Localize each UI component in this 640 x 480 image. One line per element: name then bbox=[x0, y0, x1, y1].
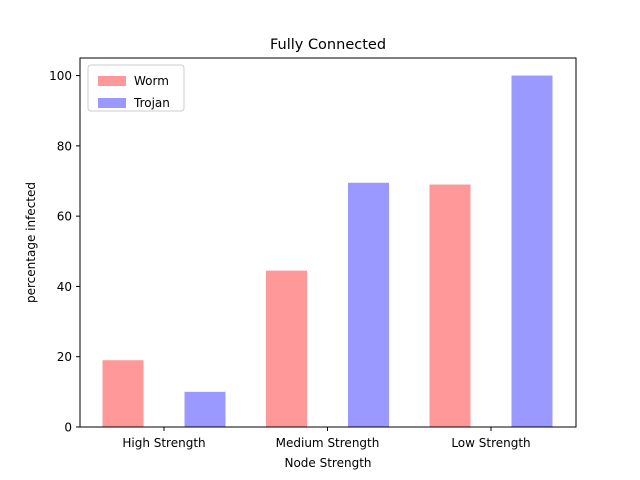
bar-worm-2 bbox=[266, 270, 307, 427]
y-tick-label: 80 bbox=[57, 139, 72, 153]
x-axis: High Strength Medium Strength Low Strength bbox=[122, 427, 531, 450]
bar-worm-3 bbox=[429, 184, 471, 427]
y-axis: 0 20 40 60 80 100 bbox=[49, 69, 80, 435]
y-tick-label: 60 bbox=[57, 210, 72, 224]
y-tick-label: 40 bbox=[57, 280, 72, 294]
y-axis-label: percentage infected bbox=[24, 182, 38, 303]
y-tick-label: 0 bbox=[64, 421, 72, 435]
legend: Worm Trojan bbox=[87, 64, 185, 112]
bar-worm-1 bbox=[102, 360, 144, 427]
legend-swatch-worm bbox=[98, 76, 126, 86]
legend-label-worm: Worm bbox=[134, 74, 169, 88]
bar-trojan-3 bbox=[511, 75, 553, 428]
chart-title: Fully Connected bbox=[270, 37, 386, 53]
bar-trojan-2 bbox=[348, 182, 389, 427]
x-tick-label: High Strength bbox=[122, 436, 205, 450]
y-tick-label: 20 bbox=[57, 350, 72, 364]
bars-group bbox=[102, 75, 553, 428]
y-tick-label: 100 bbox=[49, 69, 72, 83]
x-tick-label: Medium Strength bbox=[276, 436, 380, 450]
x-axis-label: Node Strength bbox=[284, 456, 371, 470]
legend-label-trojan: Trojan bbox=[133, 96, 170, 110]
legend-swatch-trojan bbox=[98, 98, 126, 108]
x-tick-label: Low Strength bbox=[451, 436, 530, 450]
plot-frame bbox=[79, 57, 577, 428]
bar-trojan-1 bbox=[184, 391, 226, 427]
